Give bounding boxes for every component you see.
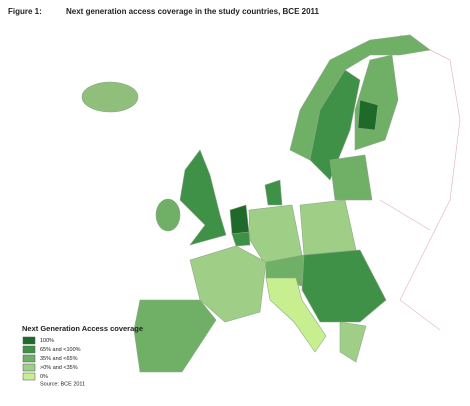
denmark <box>264 179 283 206</box>
figure-title: Next generation access coverage in the s… <box>66 7 320 16</box>
uk <box>179 149 227 246</box>
italy <box>265 277 327 353</box>
legend-swatch <box>22 336 36 345</box>
source: Source: BCE 2011 <box>40 381 85 387</box>
figure-label: Figure 1: <box>8 7 42 16</box>
poland <box>299 199 357 256</box>
border-lines <box>379 34 461 331</box>
legend-items: 100% 65% and <100% 35% and <65% >0% and <35… <box>22 336 81 381</box>
legend-label: 100% <box>40 338 54 344</box>
legend-swatch <box>22 354 36 363</box>
legend-label: 65% and <100% <box>40 347 81 353</box>
legend-label: 35% and <65% <box>40 356 78 362</box>
legend-swatch <box>22 363 36 372</box>
legend-label: >0% and <35% <box>40 365 78 371</box>
iberia <box>133 299 217 373</box>
legend-swatch <box>22 372 36 381</box>
legend-label: 0% <box>40 374 48 380</box>
legend: Next Generation Access coverage 100% 65% … <box>22 324 143 387</box>
legend-title: Next Generation Access coverage <box>22 324 143 333</box>
belgium <box>231 231 251 247</box>
netherlands <box>229 204 250 235</box>
greece <box>339 321 367 363</box>
ireland <box>155 198 181 232</box>
finland-region <box>357 99 379 131</box>
baltics <box>329 154 373 201</box>
iceland <box>81 81 139 113</box>
sweden <box>309 69 361 181</box>
map <box>81 34 461 373</box>
balkans <box>301 249 387 323</box>
legend-swatch <box>22 345 36 354</box>
